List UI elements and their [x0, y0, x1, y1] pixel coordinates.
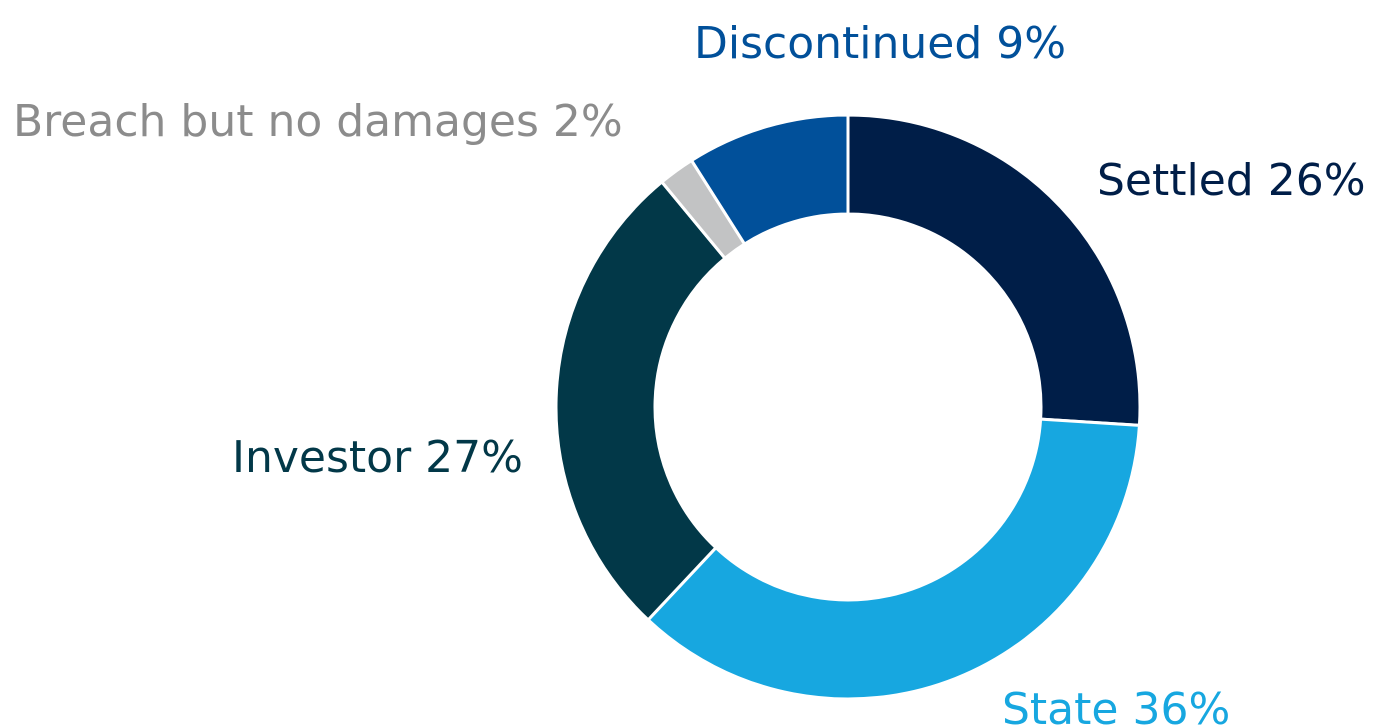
label-breach: Breach but no damages 2% [13, 96, 623, 147]
label-investor: Investor 27% [232, 432, 523, 483]
label-settled: Settled 26% [1097, 155, 1366, 206]
slice-settled [846, 113, 1142, 427]
slice-discontinued [689, 113, 850, 247]
label-discontinued: Discontinued 9% [694, 18, 1066, 69]
slice-labels: Settled 26% State 36% Investor 27% Breach b… [13, 18, 1366, 728]
slice-investor [554, 179, 728, 622]
donut-slices [554, 113, 1142, 701]
label-state: State 36% [1002, 684, 1230, 728]
slice-state [645, 417, 1142, 701]
